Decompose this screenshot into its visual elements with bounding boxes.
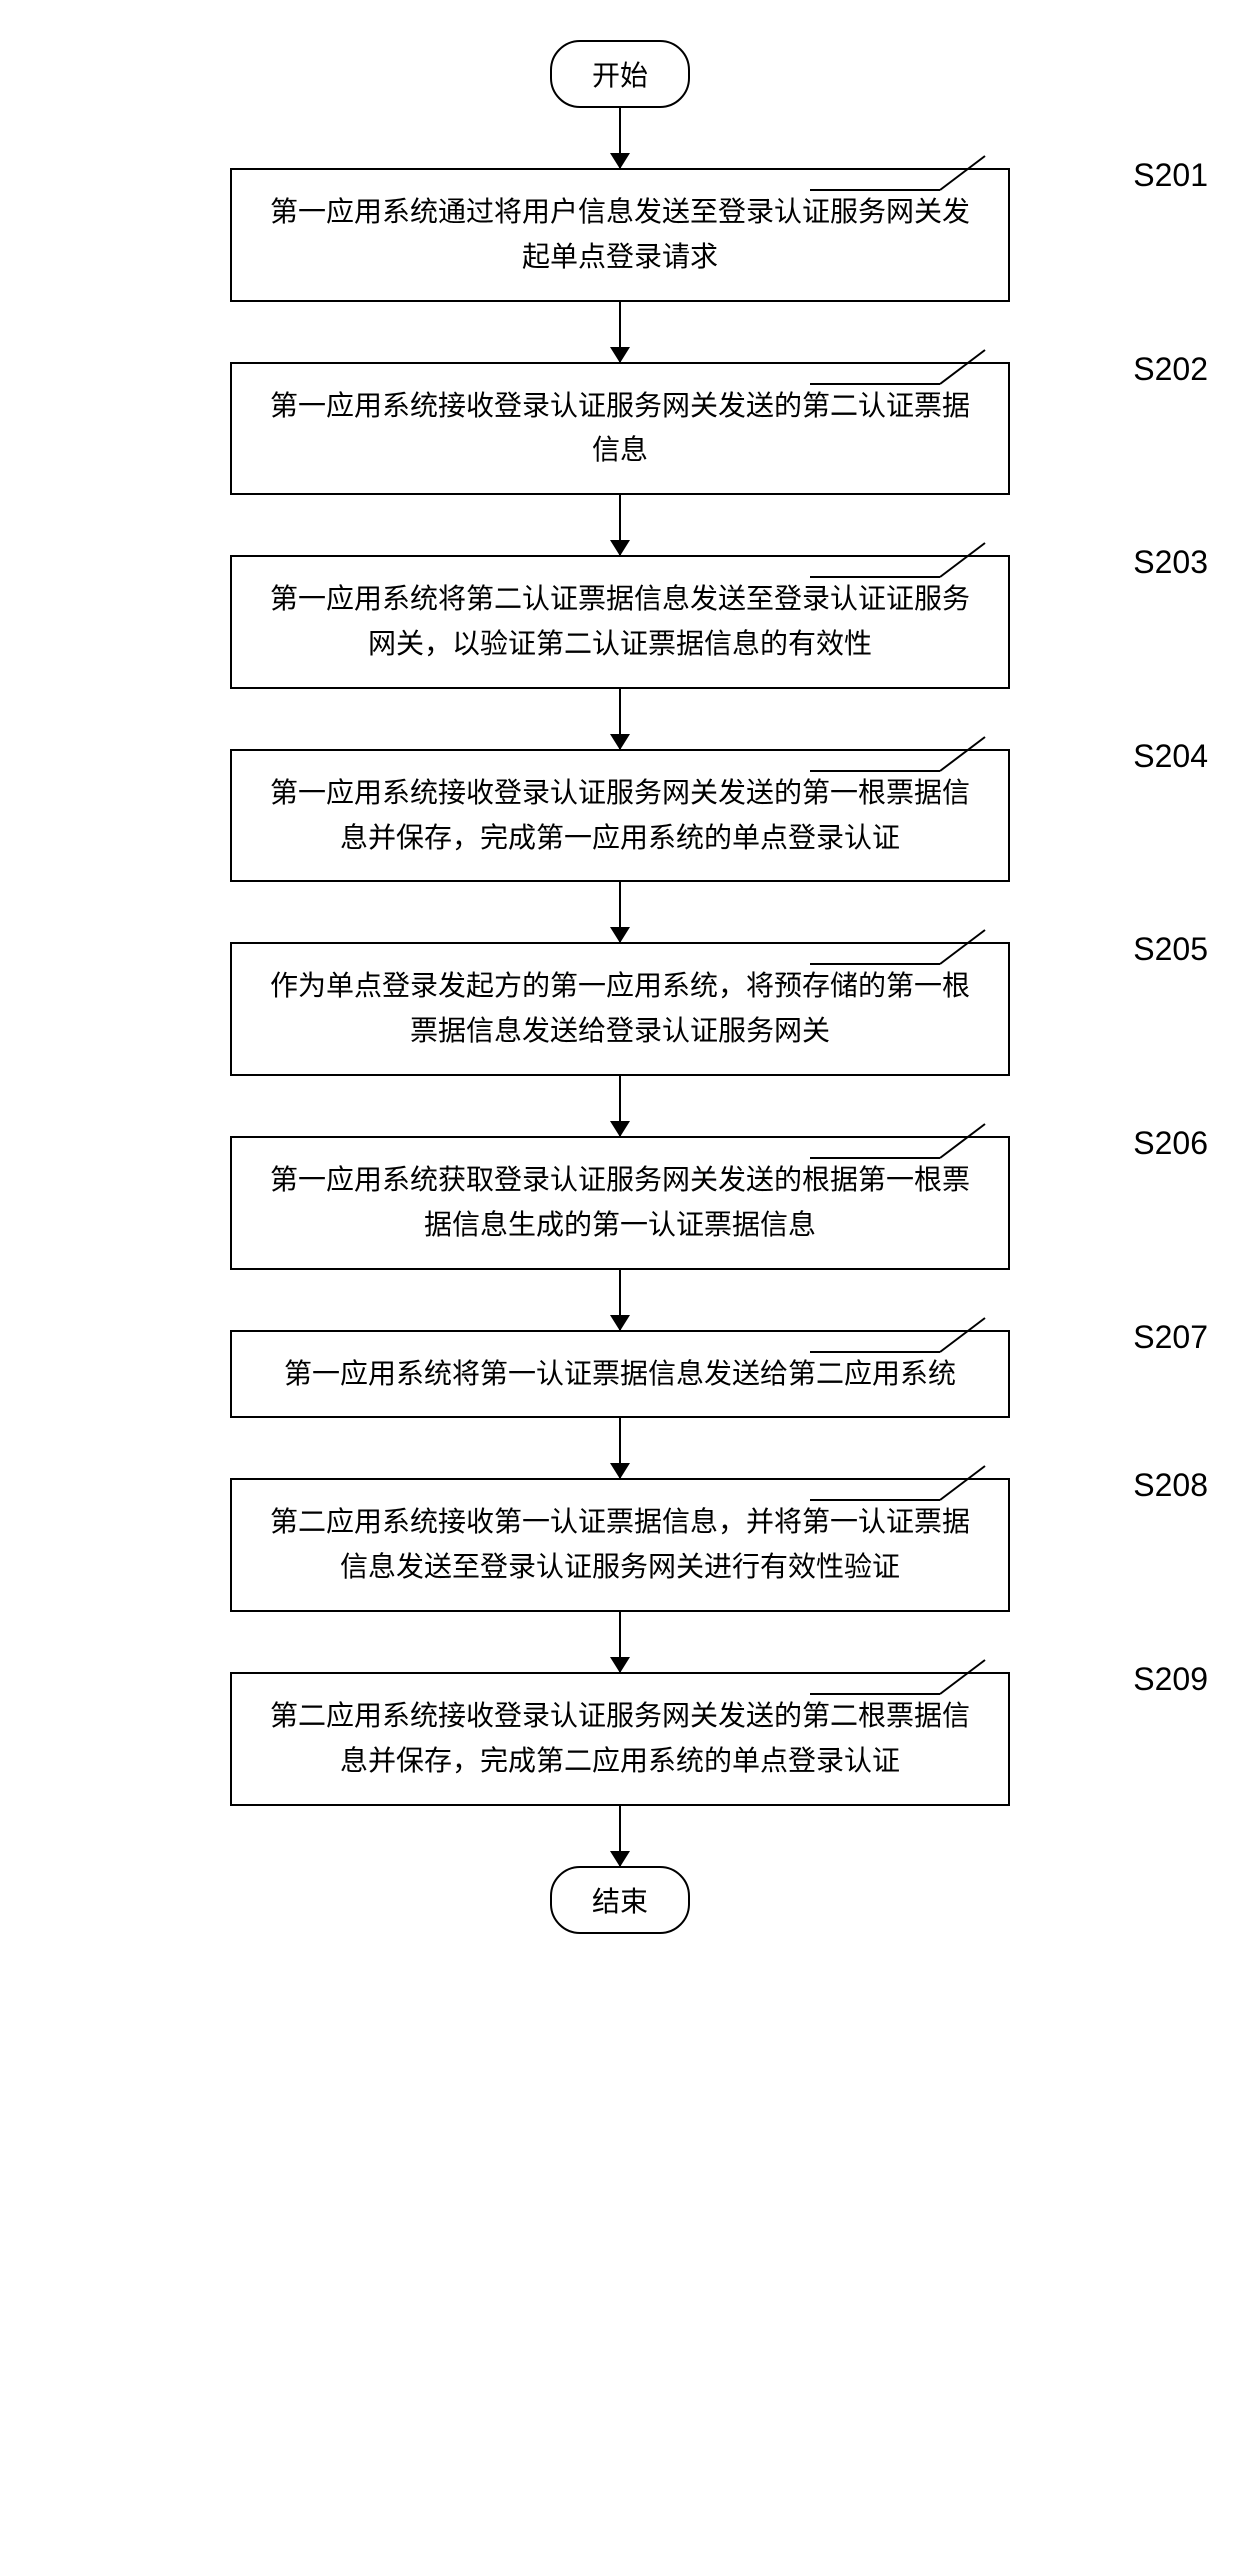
process-text: 作为单点登录发起方的第一应用系统，将预存储的第一根票据信息发送给登录认证服务网关 — [270, 970, 970, 1046]
process-row-s205: 作为单点登录发起方的第一应用系统，将预存储的第一根票据信息发送给登录认证服务网关… — [20, 942, 1220, 1076]
arrow — [619, 495, 621, 555]
process-text: 第一应用系统将第一认证票据信息发送给第二应用系统 — [284, 1358, 956, 1389]
step-label-s203: S203 — [1133, 537, 1208, 588]
step-label-s207: S207 — [1133, 1312, 1208, 1363]
arrow — [619, 1418, 621, 1478]
process-row-s202: 第一应用系统接收登录认证服务网关发送的第二认证票据信息 S202 — [20, 362, 1220, 496]
process-s204: 第一应用系统接收登录认证服务网关发送的第一根票据信息并保存，完成第一应用系统的单… — [230, 749, 1010, 883]
start-label: 开始 — [592, 60, 648, 91]
arrow — [619, 108, 621, 168]
process-row-s209: 第二应用系统接收登录认证服务网关发送的第二根票据信息并保存，完成第二应用系统的单… — [20, 1672, 1220, 1806]
step-label-s208: S208 — [1133, 1460, 1208, 1511]
step-label-s204: S204 — [1133, 731, 1208, 782]
process-text: 第一应用系统通过将用户信息发送至登录认证服务网关发起单点登录请求 — [270, 196, 970, 272]
process-row-s208: 第二应用系统接收第一认证票据信息，并将第一认证票据信息发送至登录认证服务网关进行… — [20, 1478, 1220, 1612]
arrow — [619, 1612, 621, 1672]
process-text: 第一应用系统接收登录认证服务网关发送的第一根票据信息并保存，完成第一应用系统的单… — [270, 777, 970, 853]
flowchart-container: 开始 第一应用系统通过将用户信息发送至登录认证服务网关发起单点登录请求 S201… — [20, 40, 1220, 1934]
process-s206: 第一应用系统获取登录认证服务网关发送的根据第一根票据信息生成的第一认证票据信息 … — [230, 1136, 1010, 1270]
start-terminal: 开始 — [550, 40, 690, 108]
process-s203: 第一应用系统将第二认证票据信息发送至登录认证证服务网关，以验证第二认证票据信息的… — [230, 555, 1010, 689]
arrow — [619, 1270, 621, 1330]
process-text: 第二应用系统接收登录认证服务网关发送的第二根票据信息并保存，完成第二应用系统的单… — [270, 1700, 970, 1776]
process-row-s206: 第一应用系统获取登录认证服务网关发送的根据第一根票据信息生成的第一认证票据信息 … — [20, 1136, 1220, 1270]
arrow — [619, 882, 621, 942]
step-label-s209: S209 — [1133, 1654, 1208, 1705]
process-text: 第一应用系统获取登录认证服务网关发送的根据第一根票据信息生成的第一认证票据信息 — [270, 1164, 970, 1240]
end-terminal: 结束 — [550, 1866, 690, 1934]
process-row-s201: 第一应用系统通过将用户信息发送至登录认证服务网关发起单点登录请求 S201 — [20, 168, 1220, 302]
process-row-s204: 第一应用系统接收登录认证服务网关发送的第一根票据信息并保存，完成第一应用系统的单… — [20, 749, 1220, 883]
arrow — [619, 689, 621, 749]
process-s205: 作为单点登录发起方的第一应用系统，将预存储的第一根票据信息发送给登录认证服务网关… — [230, 942, 1010, 1076]
process-s201: 第一应用系统通过将用户信息发送至登录认证服务网关发起单点登录请求 S201 — [230, 168, 1010, 302]
step-label-s202: S202 — [1133, 344, 1208, 395]
process-text: 第二应用系统接收第一认证票据信息，并将第一认证票据信息发送至登录认证服务网关进行… — [270, 1506, 970, 1582]
process-text: 第一应用系统将第二认证票据信息发送至登录认证证服务网关，以验证第二认证票据信息的… — [270, 583, 970, 659]
process-s208: 第二应用系统接收第一认证票据信息，并将第一认证票据信息发送至登录认证服务网关进行… — [230, 1478, 1010, 1612]
step-label-s206: S206 — [1133, 1118, 1208, 1169]
process-row-s207: 第一应用系统将第一认证票据信息发送给第二应用系统 S207 — [20, 1330, 1220, 1419]
arrow — [619, 302, 621, 362]
process-text: 第一应用系统接收登录认证服务网关发送的第二认证票据信息 — [270, 390, 970, 466]
step-label-s201: S201 — [1133, 150, 1208, 201]
process-row-s203: 第一应用系统将第二认证票据信息发送至登录认证证服务网关，以验证第二认证票据信息的… — [20, 555, 1220, 689]
step-label-s205: S205 — [1133, 924, 1208, 975]
arrow — [619, 1076, 621, 1136]
end-label: 结束 — [592, 1886, 648, 1917]
arrow — [619, 1806, 621, 1866]
process-s207: 第一应用系统将第一认证票据信息发送给第二应用系统 S207 — [230, 1330, 1010, 1419]
process-s209: 第二应用系统接收登录认证服务网关发送的第二根票据信息并保存，完成第二应用系统的单… — [230, 1672, 1010, 1806]
process-s202: 第一应用系统接收登录认证服务网关发送的第二认证票据信息 S202 — [230, 362, 1010, 496]
